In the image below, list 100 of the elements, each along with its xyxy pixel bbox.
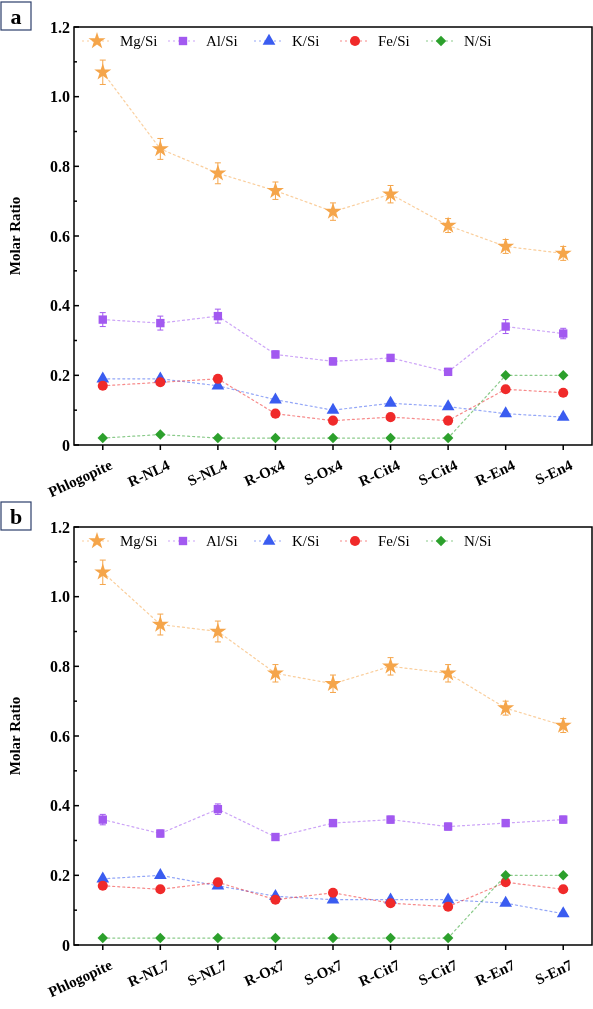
point bbox=[97, 380, 108, 391]
point bbox=[324, 674, 342, 691]
point bbox=[501, 818, 510, 828]
y-tick-label: 1.0 bbox=[50, 88, 70, 106]
y-tick-label: 0.2 bbox=[50, 866, 70, 884]
x-tick-label: S-En4 bbox=[532, 456, 576, 488]
point bbox=[155, 429, 166, 440]
point bbox=[443, 415, 454, 426]
point bbox=[324, 202, 342, 219]
y-tick-label: 0.8 bbox=[50, 157, 70, 175]
legend-label: Mg/Si bbox=[120, 33, 158, 50]
point bbox=[500, 370, 511, 381]
point bbox=[151, 139, 169, 157]
point bbox=[97, 932, 109, 944]
point bbox=[94, 63, 112, 80]
point bbox=[500, 384, 511, 395]
x-tick-label: S-Ox7 bbox=[301, 956, 346, 989]
point bbox=[385, 412, 396, 423]
x-tick-label: S-Cit7 bbox=[416, 956, 461, 989]
point bbox=[155, 884, 166, 895]
point bbox=[327, 432, 339, 444]
point bbox=[385, 898, 396, 909]
point bbox=[554, 244, 572, 261]
legend-label: Mg/Si bbox=[120, 533, 158, 550]
point bbox=[270, 894, 281, 905]
point bbox=[442, 432, 454, 444]
legend-label: K/Si bbox=[292, 33, 320, 50]
y-tick-label: 0 bbox=[62, 936, 70, 954]
y-axis-title: Molar Ratio bbox=[7, 696, 23, 776]
chart-title: b bbox=[9, 504, 23, 529]
point bbox=[557, 370, 569, 381]
point bbox=[328, 818, 338, 828]
y-tick-label: 0.4 bbox=[50, 797, 70, 815]
point bbox=[97, 432, 109, 444]
point bbox=[266, 664, 284, 681]
point bbox=[443, 901, 454, 912]
point bbox=[327, 932, 339, 944]
x-tick-label: S-Ox4 bbox=[301, 456, 346, 489]
point bbox=[153, 867, 167, 879]
point bbox=[94, 563, 112, 580]
point bbox=[442, 932, 454, 944]
point bbox=[443, 367, 453, 377]
point bbox=[155, 932, 166, 944]
point bbox=[271, 832, 280, 842]
x-tick-label: S-En7 bbox=[532, 956, 576, 988]
point bbox=[554, 716, 572, 733]
y-tick-label: 0.8 bbox=[50, 657, 70, 675]
point bbox=[439, 664, 457, 681]
x-tick-label: S-Cit4 bbox=[416, 456, 461, 489]
point bbox=[212, 432, 224, 444]
point bbox=[151, 615, 169, 632]
legend-label: Al/Si bbox=[206, 33, 238, 50]
legend-label: N/Si bbox=[464, 33, 492, 50]
legend-label: Al/Si bbox=[206, 533, 238, 550]
point bbox=[156, 318, 165, 328]
point bbox=[497, 699, 515, 716]
y-tick-label: 0.6 bbox=[50, 227, 70, 245]
y-tick-label: 1.0 bbox=[50, 588, 70, 606]
legend-label: N/Si bbox=[464, 533, 492, 550]
point bbox=[270, 932, 281, 944]
point bbox=[500, 870, 511, 881]
legend-label: Fe/Si bbox=[378, 533, 410, 550]
point bbox=[382, 185, 400, 202]
y-tick-label: 0.4 bbox=[50, 297, 70, 315]
point bbox=[385, 432, 396, 444]
chart-title: a bbox=[10, 4, 22, 29]
point bbox=[98, 315, 107, 324]
point bbox=[558, 387, 569, 398]
point bbox=[441, 399, 455, 411]
point bbox=[556, 906, 570, 918]
point bbox=[439, 216, 457, 233]
point bbox=[270, 432, 281, 444]
point bbox=[382, 657, 400, 674]
point bbox=[497, 237, 515, 254]
point bbox=[269, 392, 282, 404]
point bbox=[155, 377, 166, 388]
y-tick-label: 1.2 bbox=[50, 18, 70, 36]
y-tick-label: 0.2 bbox=[50, 366, 70, 384]
point bbox=[266, 181, 284, 198]
point bbox=[212, 932, 224, 944]
point bbox=[209, 164, 227, 181]
point bbox=[327, 415, 339, 426]
point bbox=[558, 884, 569, 895]
point bbox=[384, 395, 397, 407]
legend-label: Fe/Si bbox=[378, 33, 410, 50]
y-tick-label: 1.2 bbox=[50, 518, 70, 536]
legend-label: K/Si bbox=[292, 533, 320, 550]
point bbox=[270, 408, 281, 419]
point bbox=[385, 932, 396, 944]
point bbox=[326, 402, 340, 414]
y-tick-label: 0.6 bbox=[50, 727, 70, 745]
y-axis-title: Molar Ratio bbox=[7, 196, 23, 276]
point bbox=[386, 353, 395, 363]
point bbox=[213, 311, 223, 321]
y-tick-label: 0 bbox=[62, 436, 70, 454]
point bbox=[557, 870, 569, 881]
point bbox=[501, 322, 510, 331]
point bbox=[327, 887, 339, 898]
point bbox=[97, 880, 108, 891]
point bbox=[209, 622, 227, 639]
